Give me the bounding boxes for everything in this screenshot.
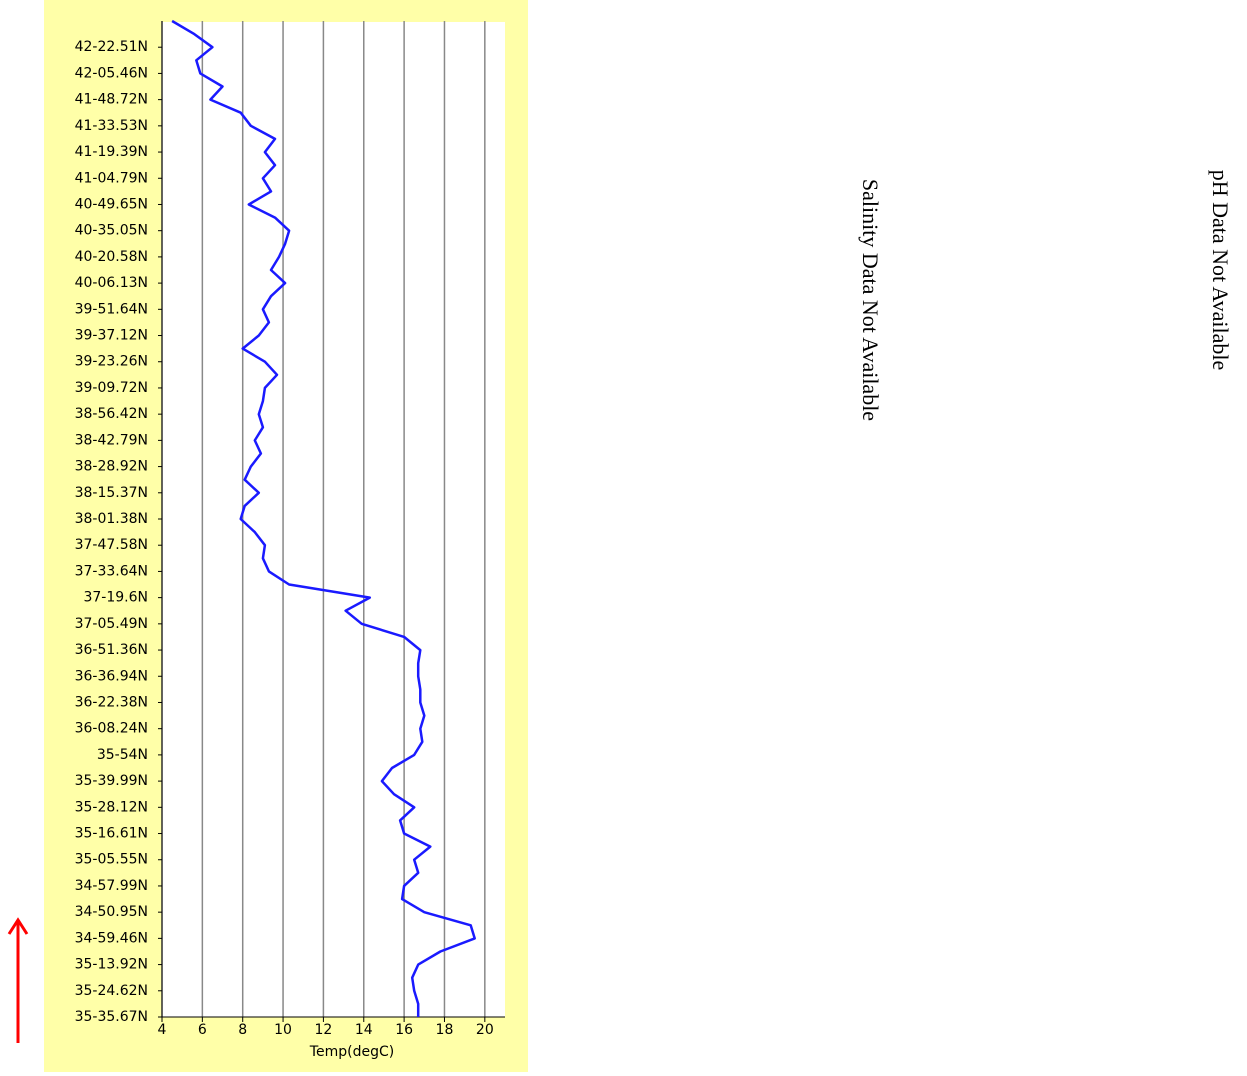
y-tick-label: 38-42.79N xyxy=(75,432,148,448)
y-tick-label: 34-59.46N xyxy=(75,930,148,946)
y-tick-label: 39-09.72N xyxy=(75,380,148,396)
salinity-note: Salinity Data Not Available xyxy=(858,179,883,421)
x-tick-label: 4 xyxy=(158,1022,167,1038)
x-tick-label: 10 xyxy=(274,1022,292,1038)
ph-note: pH Data Not Available xyxy=(1208,170,1233,371)
y-tick-label: 41-48.72N xyxy=(75,92,148,108)
x-tick-label: 8 xyxy=(238,1022,247,1038)
x-axis-label: Temp(degC) xyxy=(309,1044,394,1060)
x-tick-label: 20 xyxy=(476,1022,494,1038)
y-tick-label: 34-50.95N xyxy=(75,904,148,920)
y-tick-label: 35-28.12N xyxy=(75,799,148,815)
y-tick-label: 36-22.38N xyxy=(75,694,148,710)
y-tick-label: 36-08.24N xyxy=(75,721,148,737)
y-tick-label: 35-05.55N xyxy=(75,852,148,868)
x-tick-label: 14 xyxy=(355,1022,373,1038)
y-tick-label: 38-28.92N xyxy=(75,459,148,475)
y-tick-label: 42-05.46N xyxy=(75,65,148,81)
y-tick-label: 35-13.92N xyxy=(75,957,148,973)
y-tick-label: 34-57.99N xyxy=(75,878,148,894)
y-tick-label: 38-15.37N xyxy=(75,485,148,501)
y-tick-label: 35-24.62N xyxy=(75,983,148,999)
y-tick-label: 38-01.38N xyxy=(75,511,148,527)
x-tick-label: 12 xyxy=(314,1022,332,1038)
y-tick-label: 37-05.49N xyxy=(75,616,148,632)
y-tick-label: 36-36.94N xyxy=(75,668,148,684)
x-tick-label: 18 xyxy=(436,1022,454,1038)
y-tick-label: 40-49.65N xyxy=(75,196,148,212)
y-tick-label: 36-51.36N xyxy=(75,642,148,658)
y-tick-label: 37-19.6N xyxy=(83,590,148,606)
y-tick-label: 39-23.26N xyxy=(75,354,148,370)
plot-area xyxy=(162,22,505,1017)
direction-arrow-head xyxy=(7,917,29,935)
y-tick-label: 42-22.51N xyxy=(75,39,148,55)
y-tick-label: 37-33.64N xyxy=(75,563,148,579)
x-tick-label: 16 xyxy=(395,1022,413,1038)
y-tick-label: 40-35.05N xyxy=(75,223,148,239)
y-tick-label: 41-33.53N xyxy=(75,118,148,134)
y-tick-label: 41-19.39N xyxy=(75,144,148,160)
y-tick-label: 41-04.79N xyxy=(75,170,148,186)
y-tick-label: 37-47.58N xyxy=(75,537,148,553)
x-tick-label: 6 xyxy=(198,1022,207,1038)
y-tick-label: 39-51.64N xyxy=(75,301,148,317)
temperature-line xyxy=(171,19,476,1017)
y-tick-label: 40-06.13N xyxy=(75,275,148,291)
y-tick-label: 40-20.58N xyxy=(75,249,148,265)
y-tick-label: 35-39.99N xyxy=(75,773,148,789)
y-tick-label: 35-16.61N xyxy=(75,826,148,842)
y-tick-label: 35-35.67N xyxy=(75,1009,148,1025)
y-tick-label: 35-54N xyxy=(97,747,148,763)
y-tick-label: 38-56.42N xyxy=(75,406,148,422)
y-tick-label: 39-37.12N xyxy=(75,328,148,344)
